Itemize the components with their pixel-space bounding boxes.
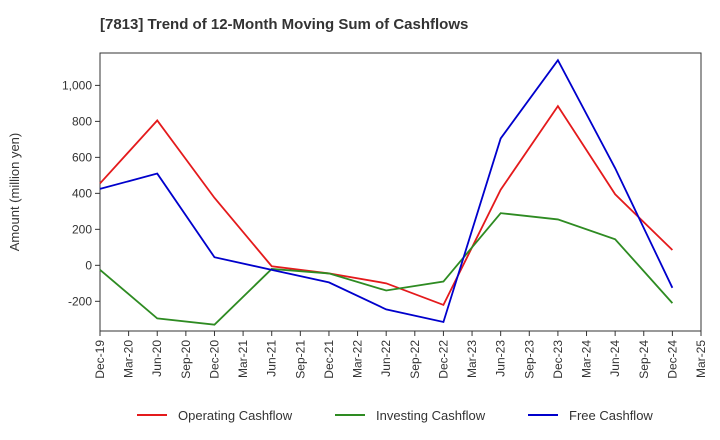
x-tick-label: Jun-24 — [608, 340, 622, 377]
y-tick-label: 800 — [72, 114, 92, 128]
x-tick-label: Mar-24 — [580, 340, 594, 378]
x-tick-label: Jun-21 — [265, 340, 279, 377]
x-tick-label: Sep-22 — [408, 340, 422, 379]
series-line-free-cashflow — [99, 58, 674, 324]
x-tick-label: Jun-22 — [379, 340, 393, 377]
x-tick-label: Mar-21 — [236, 340, 250, 378]
legend-label: Investing Cashflow — [376, 408, 486, 423]
x-tick-label: Dec-22 — [436, 340, 450, 379]
x-tick-label: Mar-25 — [694, 340, 708, 378]
x-tick-label: Dec-20 — [207, 340, 221, 379]
y-tick-label: 400 — [72, 186, 92, 200]
x-tick-label: Sep-23 — [522, 340, 536, 379]
x-tick-label: Sep-21 — [293, 340, 307, 379]
x-tick-label: Mar-22 — [351, 340, 365, 378]
x-tick-label: Jun-20 — [150, 340, 164, 377]
y-tick-label: 1,000 — [62, 78, 92, 92]
x-tick-label: Dec-23 — [551, 340, 565, 379]
series-lines — [99, 58, 674, 326]
x-tick-label: Dec-19 — [93, 340, 107, 379]
legend-label: Free Cashflow — [569, 408, 653, 423]
y-tick-label: -200 — [68, 294, 92, 308]
x-tick-label: Mar-23 — [465, 340, 479, 378]
legend: Operating Cashflow Investing Cashflow Free… — [137, 408, 653, 423]
plot-area — [99, 52, 702, 332]
x-tick-label: Dec-24 — [665, 340, 679, 379]
chart-title: [7813] Trend of 12-Month Moving Sum of C… — [100, 16, 469, 33]
y-tick-label: 600 — [72, 150, 92, 164]
y-axis-label: Amount (million yen) — [7, 133, 22, 252]
x-tick-label: Sep-20 — [179, 340, 193, 379]
series-line-investing-cashflow — [99, 212, 674, 326]
x-tick-label: Mar-20 — [122, 340, 136, 378]
legend-label: Operating Cashflow — [178, 408, 293, 423]
x-tick-label: Dec-21 — [322, 340, 336, 379]
y-tick-label: 0 — [85, 258, 92, 272]
axes: -200 0 200 400 600 800 1,000 Dec-19 Mar-20 Jun-20… — [62, 52, 708, 379]
y-tick-label: 200 — [72, 222, 92, 236]
x-tick-label: Jun-23 — [494, 340, 508, 377]
x-tick-label: Sep-24 — [637, 340, 651, 379]
series-line-operating-cashflow — [99, 104, 674, 307]
